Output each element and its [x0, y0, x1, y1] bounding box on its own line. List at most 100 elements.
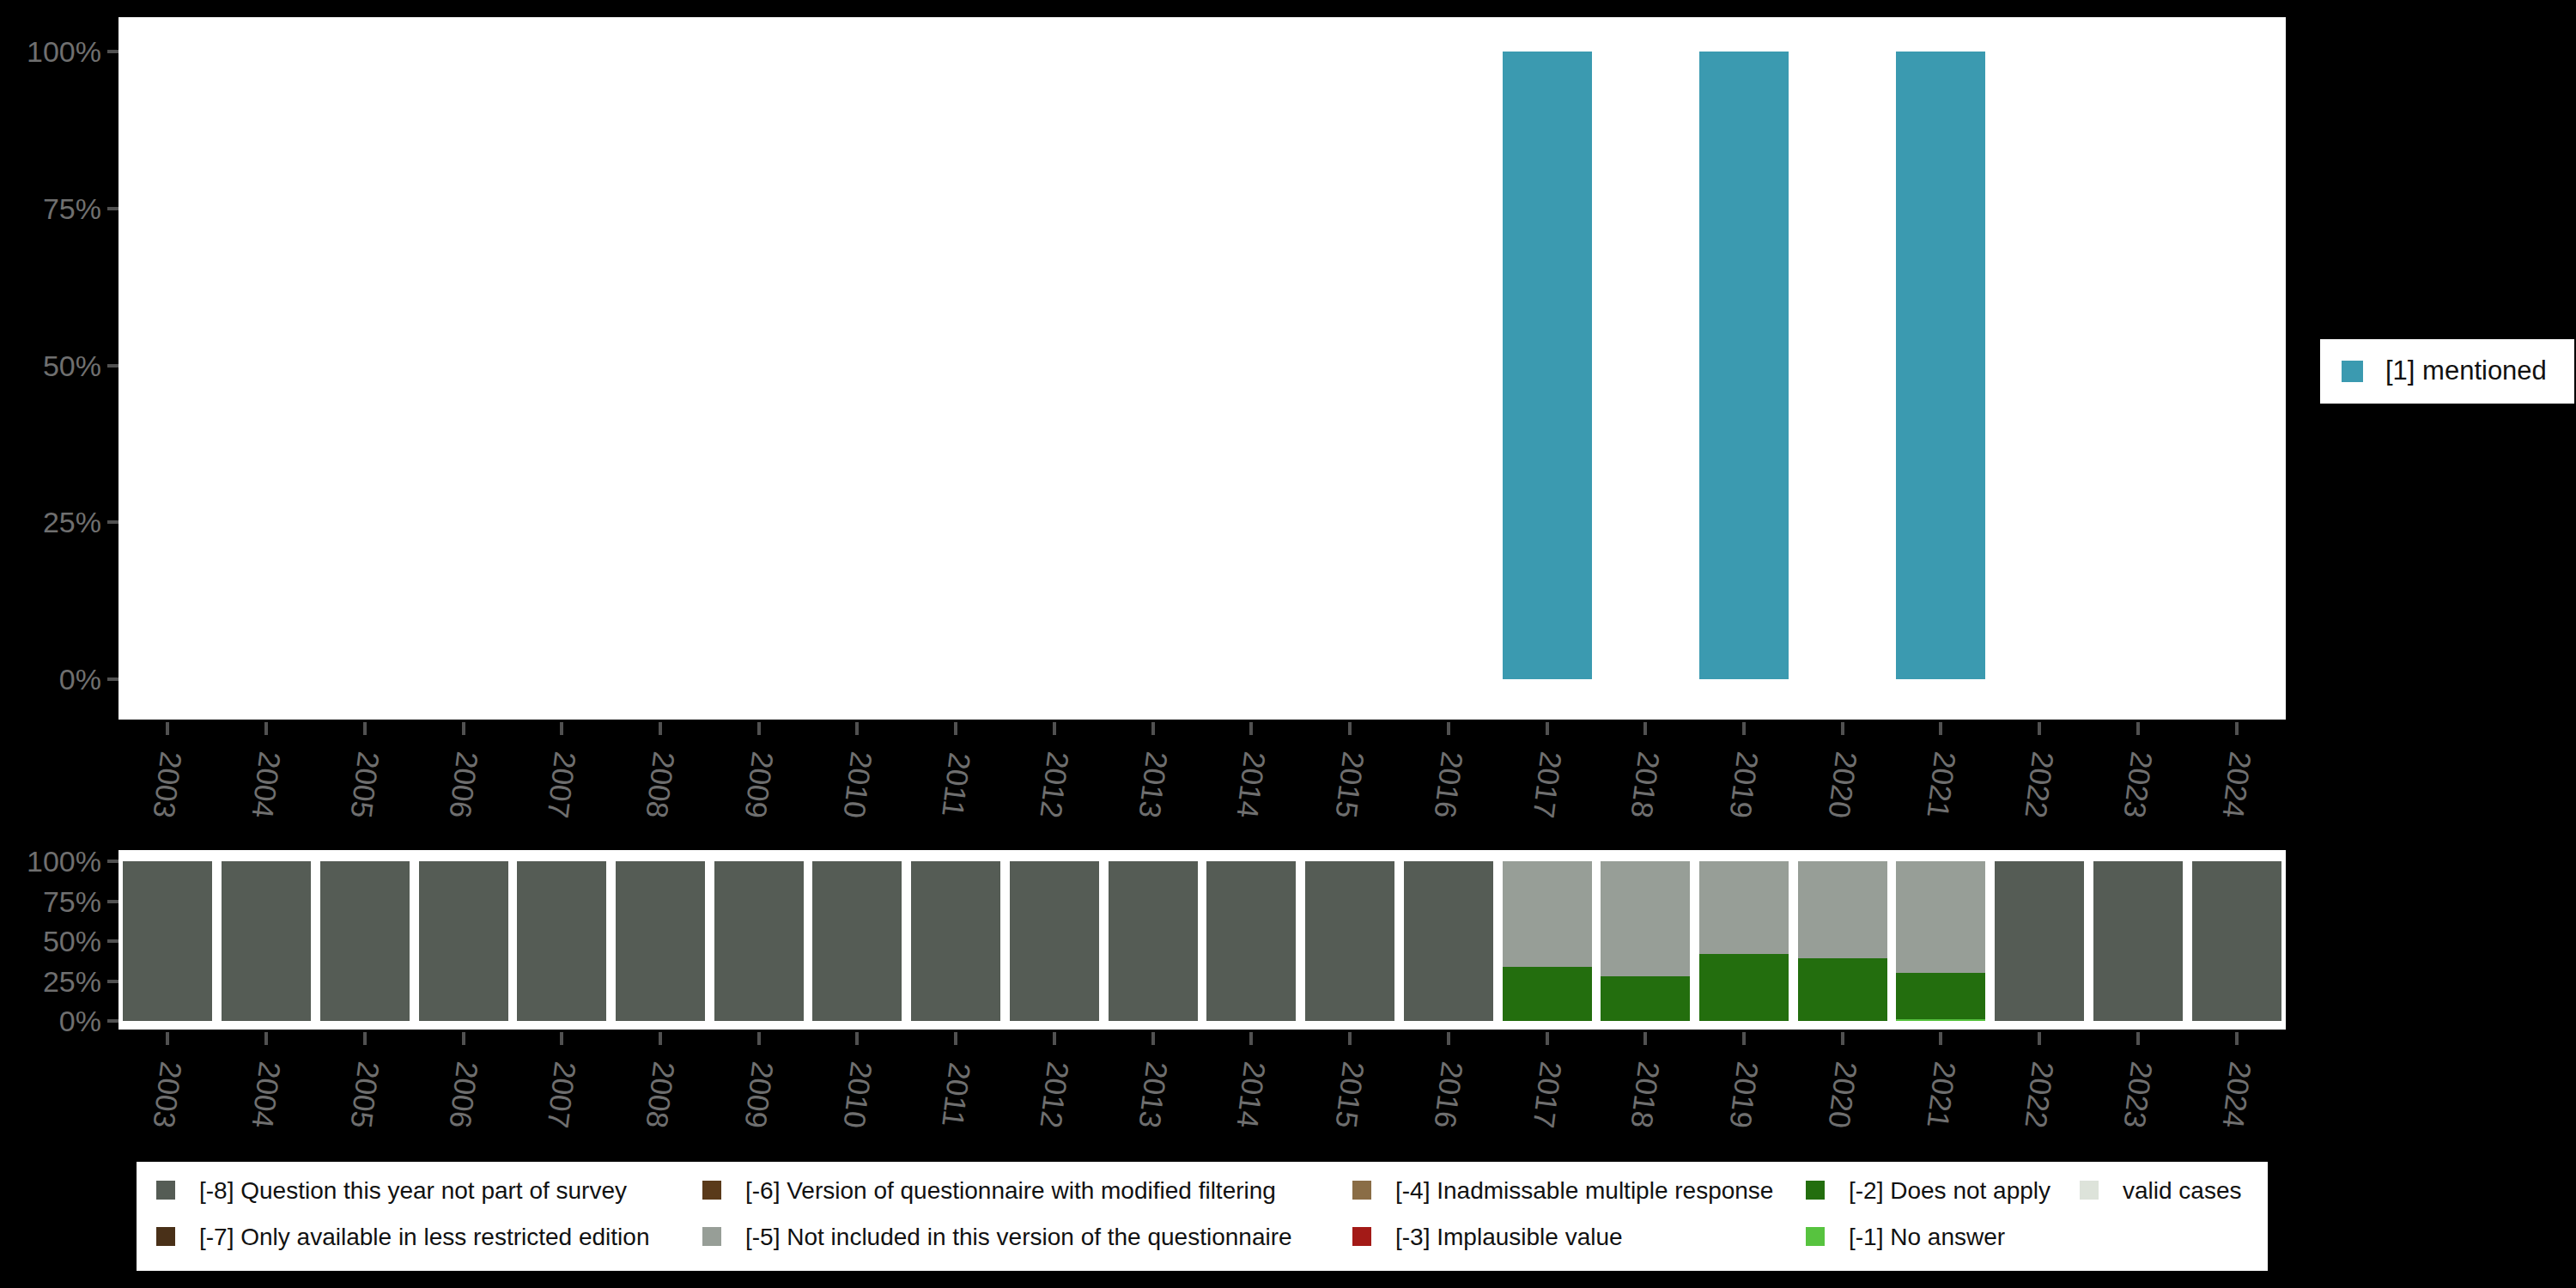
- x-tick: [2038, 1032, 2041, 1045]
- missing-legend-label: [-7] Only available in less restricted e…: [199, 1224, 649, 1250]
- x-tick: [1053, 722, 1056, 735]
- bar-segment: [1503, 861, 1592, 967]
- bar-segment: [616, 861, 705, 1021]
- x-tick: [659, 722, 662, 735]
- bar-segment: [1404, 861, 1493, 1021]
- x-axis-label: 2018: [1594, 735, 1697, 835]
- bar-segment: [222, 861, 311, 1021]
- x-tick: [166, 722, 169, 735]
- x-tick: [757, 1032, 761, 1045]
- missing-legend-label: valid cases: [2123, 1178, 2242, 1204]
- x-axis-label-text: 2011: [935, 750, 977, 819]
- x-axis-label-text: 2010: [836, 1060, 878, 1130]
- x-axis-label: 2008: [609, 1045, 712, 1145]
- x-axis-label-text: 2019: [1722, 750, 1765, 820]
- missing-legend-swatch: [702, 1227, 721, 1246]
- x-tick: [1742, 722, 1746, 735]
- x-tick: [560, 722, 563, 735]
- x-axis-label: 2016: [1397, 735, 1500, 835]
- x-tick: [264, 1032, 268, 1045]
- bar-segment: [1896, 52, 1985, 679]
- x-axis-label-text: 2022: [2019, 750, 2061, 820]
- x-tick: [1939, 722, 1942, 735]
- missing-legend-label: [-4] Inadmissable multiple response: [1395, 1178, 1773, 1204]
- x-axis-label-text: 2016: [1427, 750, 1469, 820]
- x-tick: [1249, 1032, 1253, 1045]
- x-axis-label: 2023: [2087, 735, 2190, 835]
- x-axis-label: 2010: [805, 1045, 908, 1145]
- x-tick: [855, 1032, 859, 1045]
- top-chart-legend: [1] mentioned: [2320, 339, 2574, 404]
- x-tick: [2136, 1032, 2140, 1045]
- x-axis-label-text: 2018: [1625, 750, 1667, 820]
- x-axis-label-text: 2007: [541, 750, 583, 820]
- x-axis-label: 2022: [1988, 1045, 2091, 1145]
- bar-segment: [911, 861, 1000, 1021]
- x-axis-label: 2005: [313, 735, 416, 835]
- bar-segment: [419, 861, 508, 1021]
- y-axis-label: 75%: [0, 884, 101, 919]
- x-axis-label-text: 2024: [2215, 1060, 2257, 1130]
- x-axis-label-text: 2013: [1132, 750, 1174, 820]
- x-tick: [1447, 722, 1450, 735]
- x-axis-label-text: 2012: [1033, 1060, 1075, 1130]
- y-axis-label: 25%: [0, 505, 101, 539]
- x-axis-label-text: 2004: [245, 1060, 287, 1130]
- x-axis-label-text: 2017: [1526, 1060, 1568, 1130]
- bar-segment: [320, 861, 410, 1021]
- x-tick: [363, 722, 367, 735]
- x-axis-label: 2006: [412, 735, 515, 835]
- x-axis-label-text: 2011: [935, 1060, 977, 1129]
- y-axis-label: 25%: [0, 964, 101, 999]
- x-tick: [1348, 1032, 1352, 1045]
- x-tick: [1939, 1032, 1942, 1045]
- bar-segment: [1010, 861, 1099, 1021]
- bar-segment: [714, 861, 804, 1021]
- x-tick: [2136, 722, 2140, 735]
- x-tick: [954, 722, 957, 735]
- bar-segment: [1601, 861, 1690, 976]
- x-axis-label: 2007: [510, 735, 613, 835]
- x-axis-label: 2017: [1496, 1045, 1599, 1145]
- x-axis-label-text: 2009: [738, 750, 780, 820]
- bar-segment: [1896, 861, 1985, 973]
- x-tick: [855, 722, 859, 735]
- x-axis-label-text: 2006: [442, 750, 484, 820]
- y-tick: [107, 50, 118, 53]
- x-axis-label: 2009: [708, 1045, 811, 1145]
- missing-legend-swatch: [156, 1181, 175, 1200]
- x-axis-label: 2020: [1791, 735, 1894, 835]
- y-tick: [107, 207, 118, 210]
- x-axis-label-text: 2020: [1821, 1060, 1863, 1130]
- x-axis-label: 2011: [904, 1045, 1007, 1145]
- x-axis-label-text: 2007: [541, 1060, 583, 1130]
- x-axis-label-text: 2018: [1625, 1060, 1667, 1130]
- x-tick: [166, 1032, 169, 1045]
- x-axis-label: 2006: [412, 1045, 515, 1145]
- missing-legend-label: [-8] Question this year not part of surv…: [199, 1178, 627, 1204]
- x-axis-label: 2021: [1889, 1045, 1992, 1145]
- missing-legend-swatch: [1806, 1227, 1825, 1246]
- missing-legend-swatch: [702, 1181, 721, 1200]
- bar-segment: [1896, 1019, 1985, 1021]
- x-axis-label-text: 2010: [836, 750, 878, 820]
- x-tick: [1447, 1032, 1450, 1045]
- x-axis-label-text: 2012: [1033, 750, 1075, 820]
- x-axis-label: 2014: [1200, 1045, 1303, 1145]
- x-axis-label: 2003: [116, 1045, 219, 1145]
- y-tick: [107, 1019, 118, 1023]
- x-axis-label: 2008: [609, 735, 712, 835]
- x-axis-label-text: 2009: [738, 1060, 780, 1130]
- x-tick: [2038, 722, 2041, 735]
- x-axis-label-text: 2015: [1328, 1060, 1370, 1130]
- bar-segment: [1699, 954, 1789, 1021]
- x-axis-label-text: 2003: [147, 1060, 189, 1130]
- bar-segment: [1798, 958, 1887, 1021]
- bar-segment: [2192, 861, 2281, 1021]
- x-tick: [1053, 1032, 1056, 1045]
- x-axis-label: 2007: [510, 1045, 613, 1145]
- x-axis-label: 2022: [1988, 735, 2091, 835]
- x-axis-label: 2020: [1791, 1045, 1894, 1145]
- x-tick: [1841, 1032, 1844, 1045]
- bar-segment: [812, 861, 902, 1021]
